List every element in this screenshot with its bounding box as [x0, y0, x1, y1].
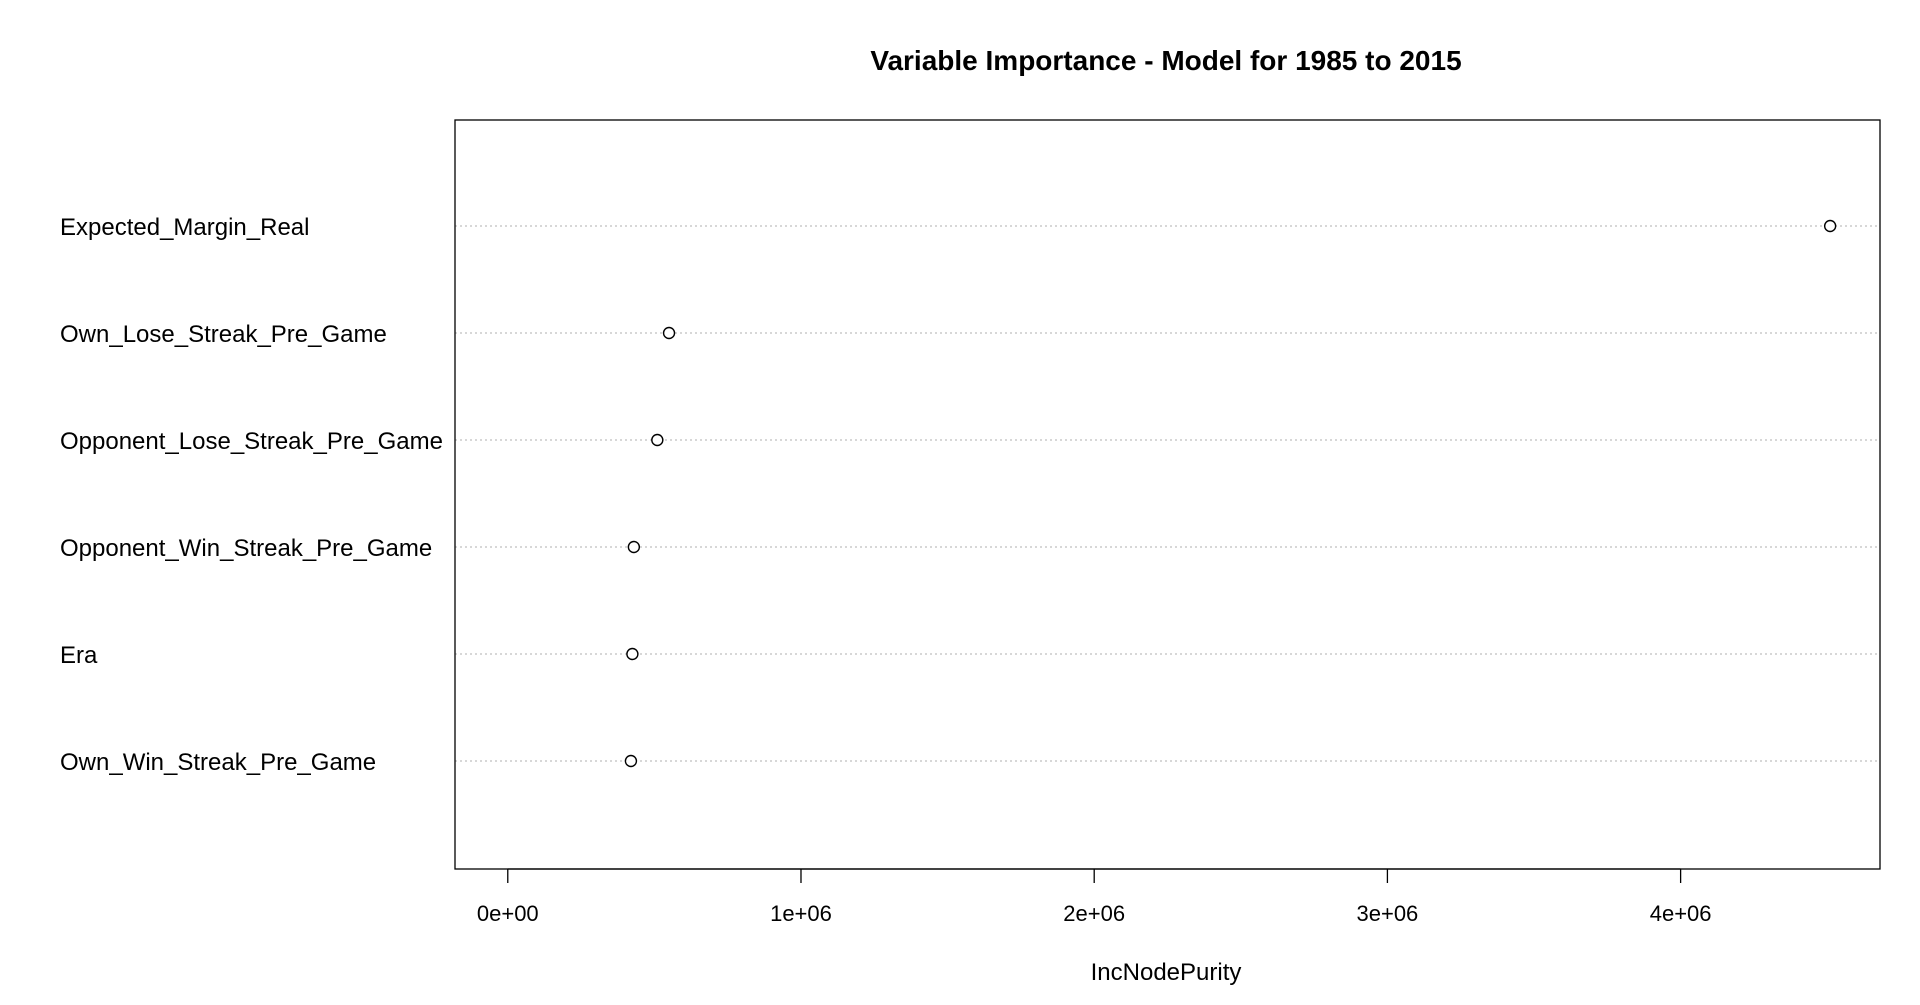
x-axis-label: IncNodePurity: [1091, 959, 1242, 986]
category-label: Opponent_Lose_Streak_Pre_Game: [60, 428, 443, 455]
category-label: Own_Win_Streak_Pre_Game: [60, 749, 376, 776]
data-point: [1823, 219, 1837, 233]
x-axis: 0e+00 1e+06 2e+06 3e+06 4e+06: [477, 868, 1712, 926]
category-label: Opponent_Win_Streak_Pre_Game: [60, 535, 432, 562]
x-tick-label: 4e+06: [1650, 901, 1712, 926]
category-label: Own_Lose_Streak_Pre_Game: [60, 321, 387, 348]
guide-lines-group: [455, 225, 1880, 762]
x-tick-label: 2e+06: [1063, 901, 1125, 926]
data-points-group: [624, 219, 1837, 768]
category-labels-group: Expected_Margin_Real Own_Lose_Streak_Pre_…: [60, 214, 443, 776]
data-point: [624, 754, 638, 768]
chart-title: Variable Importance - Model for 1985 to …: [870, 45, 1461, 76]
data-point: [662, 326, 676, 340]
data-point: [627, 540, 641, 554]
x-tick-label: 1e+06: [770, 901, 832, 926]
category-label: Expected_Margin_Real: [60, 214, 309, 241]
data-point: [651, 433, 664, 447]
category-label: Era: [60, 642, 98, 669]
x-tick-label: 0e+00: [477, 901, 539, 926]
x-tick-label: 3e+06: [1357, 901, 1419, 926]
plot-frame: [454, 119, 1881, 870]
data-point: [626, 647, 639, 661]
